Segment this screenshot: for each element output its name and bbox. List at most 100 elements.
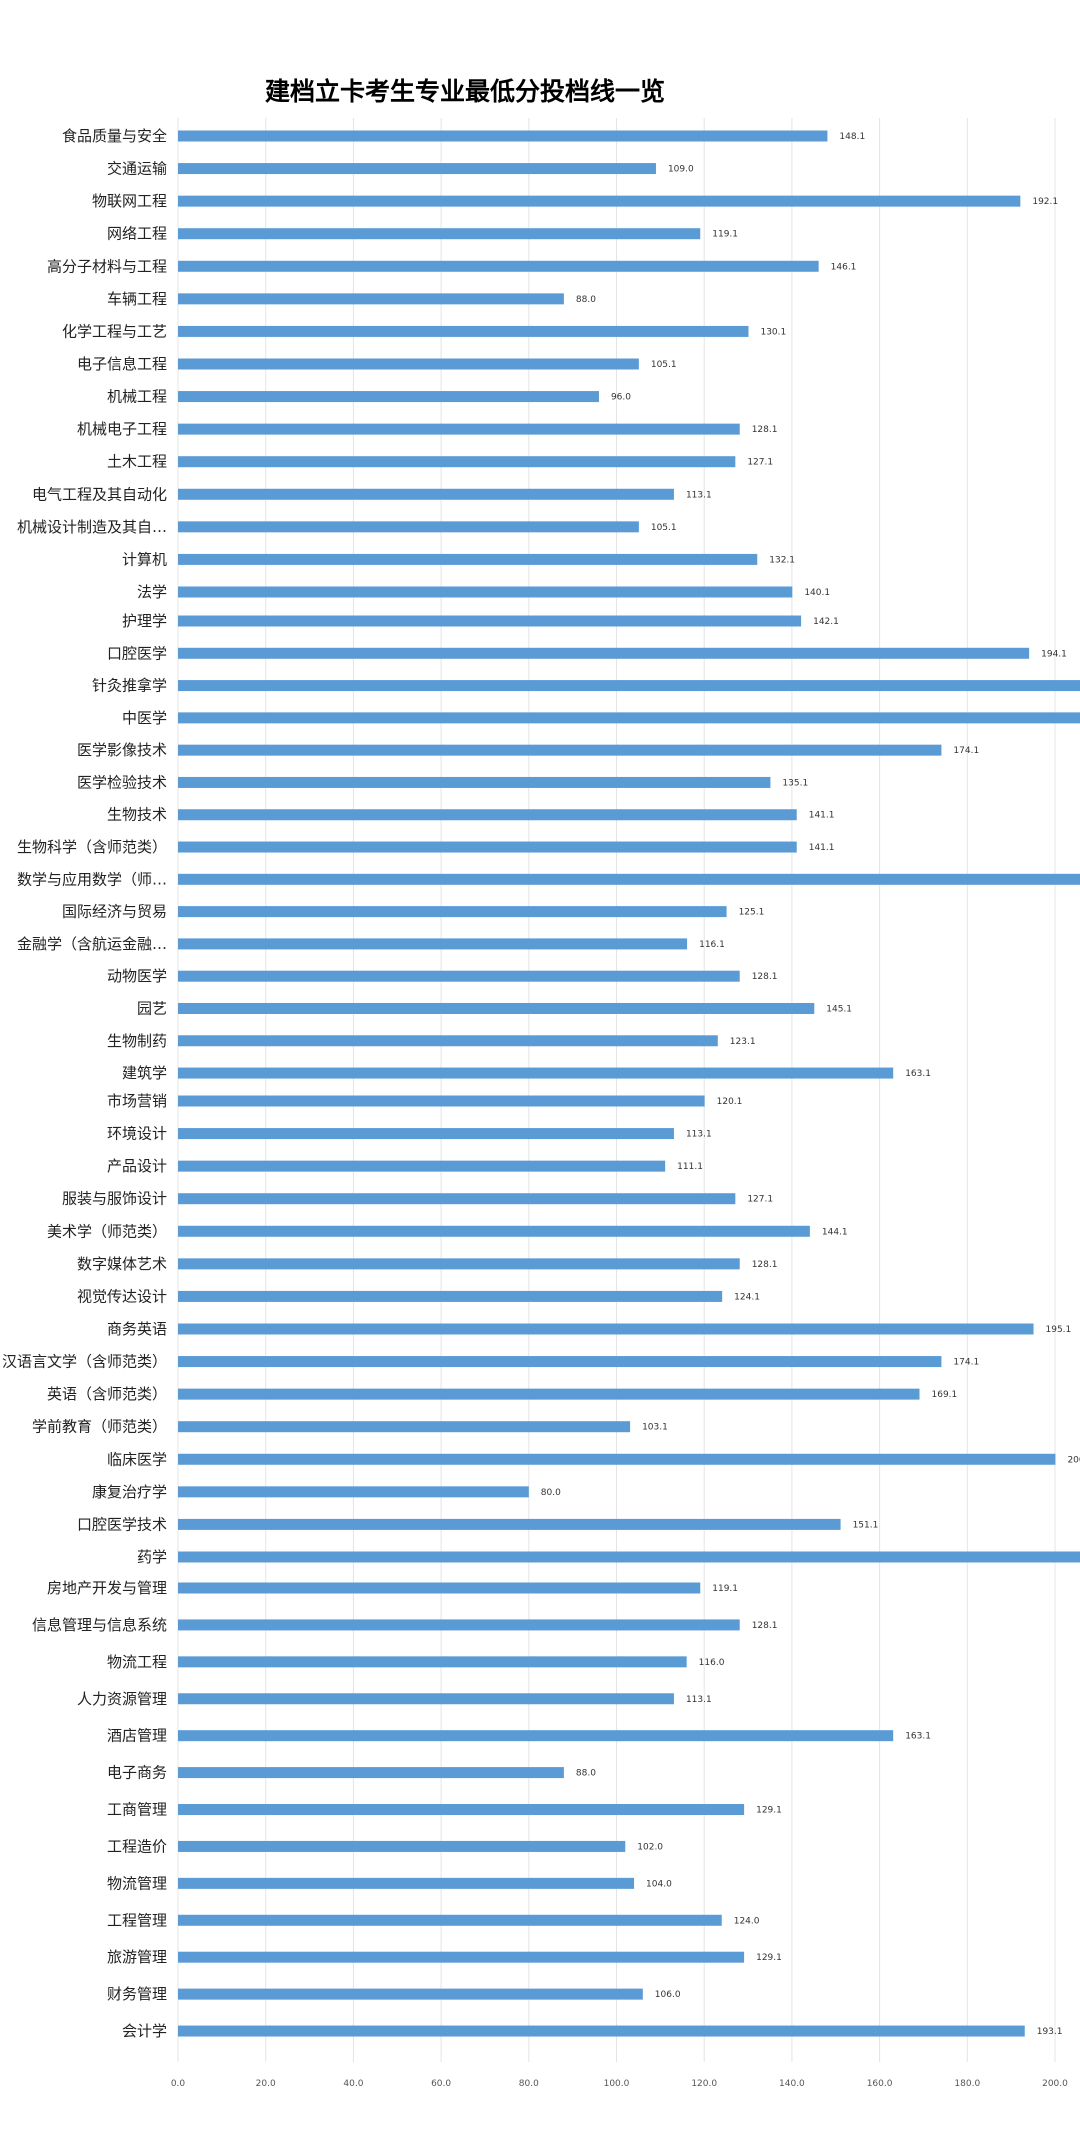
bar xyxy=(178,1486,529,1498)
value-label: 127.1 xyxy=(747,1195,773,1205)
category-label: 旅游管理 xyxy=(107,1948,167,1966)
category-label: 食品质量与安全 xyxy=(62,127,167,145)
x-tick-label: 140.0 xyxy=(779,2079,805,2089)
category-label: 药学 xyxy=(137,1548,167,1566)
category-label: 物流工程 xyxy=(107,1653,167,1671)
bar xyxy=(178,195,1021,207)
x-tick-label: 80.0 xyxy=(519,2079,539,2089)
x-tick-label: 200.0 xyxy=(1042,2079,1068,2089)
category-label: 美术学（师范类） xyxy=(47,1222,167,1240)
category-label: 化学工程与工艺 xyxy=(62,322,167,340)
bar xyxy=(178,1582,701,1594)
category-label: 财务管理 xyxy=(107,1985,167,2003)
value-label: 80.0 xyxy=(541,1488,561,1498)
bar xyxy=(178,260,819,272)
value-label: 163.1 xyxy=(905,1732,931,1742)
value-label: 105.1 xyxy=(651,360,677,370)
bar xyxy=(178,391,599,403)
bar xyxy=(178,647,1030,659)
x-tick-label: 160.0 xyxy=(867,2079,893,2089)
bar xyxy=(178,1193,736,1205)
bar xyxy=(178,1356,942,1368)
bar xyxy=(178,130,828,142)
value-label: 103.1 xyxy=(642,1423,668,1433)
bar xyxy=(178,553,758,565)
category-label: 工程管理 xyxy=(107,1911,167,1929)
category-label: 计算机 xyxy=(122,550,167,568)
value-label: 119.1 xyxy=(712,1584,738,1594)
x-tick-label: 180.0 xyxy=(954,2079,980,2089)
category-label: 会计学 xyxy=(122,2022,167,2040)
bar xyxy=(178,1160,666,1172)
value-label: 124.1 xyxy=(734,1292,760,1302)
category-label: 产品设计 xyxy=(107,1157,167,1175)
category-label: 中医学 xyxy=(122,709,167,727)
bar xyxy=(178,358,639,370)
value-label: 128.1 xyxy=(752,425,778,435)
bar xyxy=(178,873,1080,885)
category-label: 物联网工程 xyxy=(92,192,167,210)
bar xyxy=(178,1914,722,1926)
value-label: 104.0 xyxy=(646,1879,672,1889)
bar xyxy=(178,1035,718,1047)
category-label: 房地产开发与管理 xyxy=(47,1579,167,1597)
category-label: 机械设计制造及其自… xyxy=(17,518,167,536)
category-label: 视觉传达设计 xyxy=(77,1287,167,1305)
category-label: 数学与应用数学（师… xyxy=(17,870,167,888)
category-label: 园艺 xyxy=(137,999,167,1017)
bars-layer: 食品质量与安全 148.1 交通运输 109.0 物联网工程 192.1 网络工程 119.1… xyxy=(2,127,1080,2040)
value-label: 148.1 xyxy=(839,132,865,142)
bar xyxy=(178,423,740,435)
bar xyxy=(178,456,736,468)
category-label: 国际经济与贸易 xyxy=(62,903,167,921)
bar xyxy=(178,1388,920,1400)
bar xyxy=(178,1551,1080,1563)
value-label: 146.1 xyxy=(831,262,857,272)
bar xyxy=(178,325,749,337)
category-label: 电子信息工程 xyxy=(77,355,167,373)
value-label: 128.1 xyxy=(752,972,778,982)
category-label: 工程造价 xyxy=(107,1837,167,1855)
bar xyxy=(178,1767,564,1779)
value-label: 123.1 xyxy=(730,1037,756,1047)
value-label: 141.1 xyxy=(809,811,835,821)
chart-title: 建档立卡考生专业最低分投档线一览 xyxy=(264,77,665,106)
value-label: 135.1 xyxy=(782,778,808,788)
category-label: 数字媒体艺术 xyxy=(77,1255,167,1273)
value-label: 113.1 xyxy=(686,490,712,500)
category-label: 物流管理 xyxy=(107,1874,167,1892)
value-label: 163.1 xyxy=(905,1069,931,1079)
bar xyxy=(178,1518,841,1530)
category-label: 法学 xyxy=(137,583,167,601)
category-label: 环境设计 xyxy=(107,1125,167,1143)
bar xyxy=(178,1693,674,1705)
bar xyxy=(178,1840,626,1852)
category-label: 商务英语 xyxy=(107,1320,167,1338)
value-label: 130.1 xyxy=(760,327,786,337)
bar xyxy=(178,1323,1034,1335)
bar xyxy=(178,1619,740,1631)
value-label: 111.1 xyxy=(677,1162,703,1172)
bar xyxy=(178,1290,723,1302)
value-label: 88.0 xyxy=(576,1769,596,1779)
category-label: 交通运输 xyxy=(107,160,167,178)
category-label: 生物制药 xyxy=(107,1032,167,1050)
value-label: 113.1 xyxy=(686,1695,712,1705)
value-label: 169.1 xyxy=(932,1390,958,1400)
category-label: 机械工程 xyxy=(107,388,167,406)
value-label: 145.1 xyxy=(826,1004,852,1014)
bar xyxy=(178,615,802,627)
category-label: 临床医学 xyxy=(107,1450,167,1468)
category-label: 医学影像技术 xyxy=(77,741,167,759)
value-label: 192.1 xyxy=(1032,197,1058,207)
value-label: 102.0 xyxy=(637,1842,663,1852)
category-label: 汉语言文学（含师范类） xyxy=(2,1353,167,1371)
bar xyxy=(178,1656,687,1668)
value-label: 125.1 xyxy=(739,908,765,918)
category-label: 针灸推拿学 xyxy=(92,677,167,695)
category-label: 建筑学 xyxy=(122,1064,167,1082)
bar xyxy=(178,1258,740,1270)
bar xyxy=(178,1730,894,1742)
x-tick-label: 120.0 xyxy=(691,2079,717,2089)
